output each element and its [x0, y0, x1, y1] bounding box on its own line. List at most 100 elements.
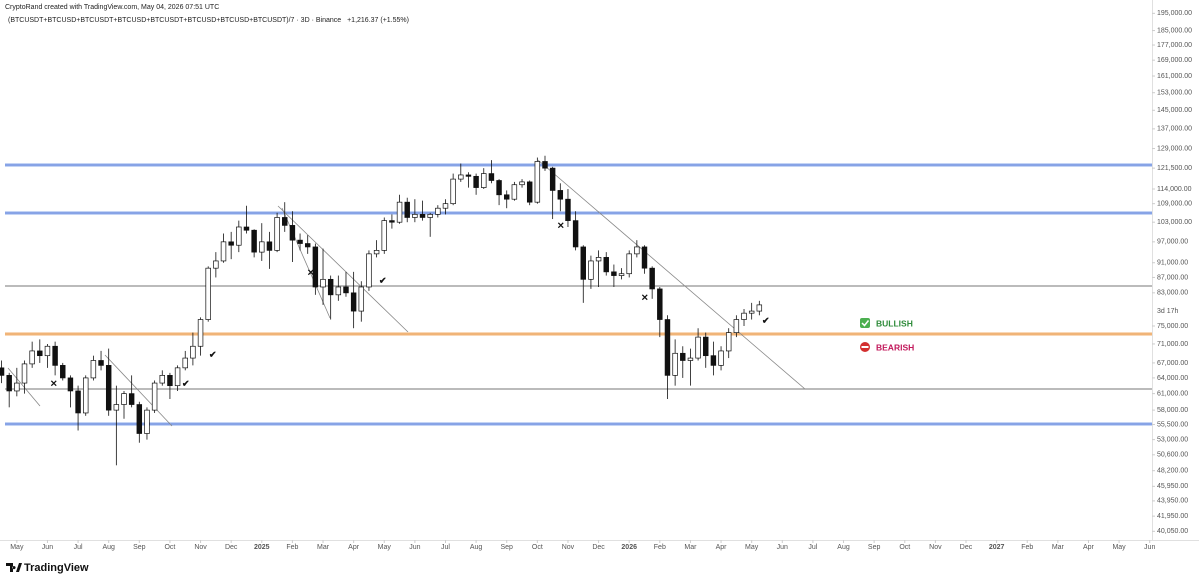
candle-body [251, 229, 257, 253]
candle-body [557, 190, 564, 200]
candle-body [526, 181, 533, 203]
candle-body [542, 161, 548, 169]
candle-body [419, 214, 426, 218]
candle-body [259, 241, 265, 253]
y-tick-label: 40,050.00 [1157, 528, 1188, 535]
x-tick-label: Aug [470, 544, 483, 551]
candle-body [14, 382, 20, 392]
candle-body [320, 278, 326, 288]
y-tick-label: 145,000.00 [1157, 107, 1192, 114]
candle-body [672, 352, 678, 376]
candle-body [465, 174, 472, 177]
candle-body [105, 365, 112, 411]
y-tick-label: 75,000.00 [1157, 323, 1188, 330]
candle-body [572, 220, 579, 248]
buy-marker: ✔ [182, 378, 190, 388]
y-tick-label: 195,000.00 [1157, 10, 1192, 17]
y-tick-label: 161,000.00 [1157, 73, 1192, 80]
y-tick-label: 103,000.00 [1157, 219, 1192, 226]
candle-body [67, 377, 74, 392]
brand-logo [6, 563, 22, 572]
candle-body [641, 246, 648, 269]
candle-body [44, 345, 51, 357]
candle-body [588, 260, 594, 280]
candle-body [358, 286, 365, 312]
x-tick-label: Sep [500, 544, 513, 551]
candle-body [458, 174, 464, 180]
x-tick-label: Apr [716, 544, 728, 551]
candle-body [282, 217, 288, 226]
candle-body [481, 173, 487, 188]
candle-body [412, 214, 418, 218]
trendline [7, 367, 41, 407]
candle-body [113, 404, 120, 411]
x-tick-label: Nov [562, 544, 575, 551]
candle-body [197, 319, 204, 347]
sell-marker: ✕ [50, 378, 58, 388]
candle-body [266, 241, 273, 251]
x-tick-label: Mar [317, 544, 330, 551]
candle-body [213, 260, 219, 269]
candle-body [0, 367, 5, 376]
candle-body [504, 194, 510, 200]
candle-body [488, 173, 495, 181]
x-tick-label: May [745, 544, 759, 551]
candle-body [618, 273, 625, 276]
candle-body [373, 250, 380, 255]
candle-body [687, 357, 694, 361]
candle-body [343, 286, 349, 294]
y-tick-label: 114,000.00 [1157, 186, 1192, 193]
brand: TradingView [6, 562, 89, 574]
x-tick-label: Feb [286, 544, 298, 551]
candle-body [725, 332, 732, 352]
candle-body [335, 286, 342, 296]
x-tick-label: Mar [684, 544, 697, 551]
candle-body [128, 393, 135, 405]
y-tick-label: 91,000.00 [1157, 260, 1188, 267]
x-tick-label: 2027 [989, 544, 1005, 551]
x-tick-label: Feb [1021, 544, 1033, 551]
candle-body [519, 181, 525, 186]
candle-body [167, 375, 173, 387]
x-tick-label: Sep [868, 544, 881, 551]
candle-body [473, 175, 479, 188]
y-tick-label: 48,200.00 [1157, 468, 1188, 475]
candle-body [75, 390, 81, 414]
buy-marker: ✔ [379, 275, 387, 285]
candle-body [37, 350, 43, 357]
y-tick-label: 61,000.00 [1157, 390, 1188, 397]
candle-body [182, 357, 188, 369]
x-tick-label: Aug [837, 544, 850, 551]
buy-marker: ✔ [762, 315, 770, 325]
x-tick-label: Jun [1144, 544, 1155, 551]
x-tick-label: Jun [42, 544, 53, 551]
bullish-icon [860, 318, 870, 328]
bearish-bar [861, 346, 869, 348]
candle-body [205, 267, 211, 320]
candle-body [450, 178, 456, 205]
candle-body [228, 241, 234, 246]
bullish-check [861, 320, 870, 327]
candle-body [603, 257, 609, 273]
candle-body [626, 253, 632, 275]
x-tick-label: Dec [225, 544, 238, 551]
y-tick-label: 67,000.00 [1157, 360, 1188, 367]
candle-body [350, 292, 357, 312]
candle-body [595, 257, 602, 262]
y-tick-label: 71,000.00 [1157, 341, 1188, 348]
trendline [104, 354, 173, 427]
y-tick-label: 43,950.00 [1157, 498, 1188, 505]
candle-body [29, 350, 35, 365]
candle-body [60, 365, 66, 379]
y-tick-label: 58,000.00 [1157, 407, 1188, 414]
legend-bearish: BEARISH [876, 342, 914, 352]
candle-body [366, 253, 372, 288]
x-tick-label: May [378, 544, 392, 551]
x-tick-label: Oct [899, 544, 910, 551]
candle-body [21, 363, 28, 384]
candle-body [90, 360, 97, 379]
x-tick-label: May [10, 544, 24, 551]
x-tick-label: Nov [929, 544, 942, 551]
y-tick-label: 177,000.00 [1157, 42, 1192, 49]
